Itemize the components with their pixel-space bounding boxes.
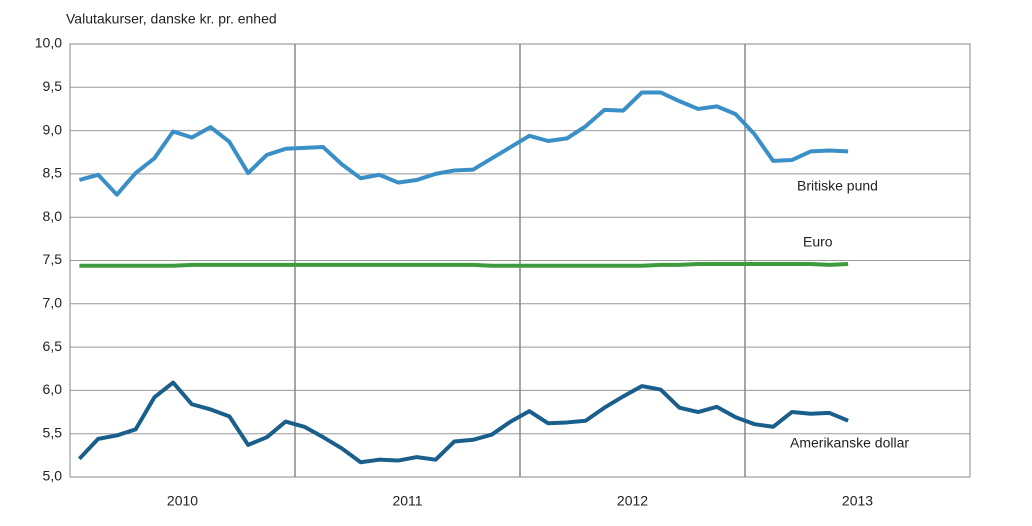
y-tick-label: 8,5 [43, 165, 63, 181]
y-tick-label: 9,5 [43, 78, 63, 94]
x-tick-label: 2010 [167, 493, 198, 509]
series-line [77, 380, 849, 465]
x-tick-label: 2011 [392, 493, 422, 509]
y-tick-label: 9,0 [43, 121, 63, 137]
series-line [78, 90, 849, 197]
y-tick-label: 10,0 [35, 35, 62, 51]
x-tick-label: 2013 [842, 493, 873, 509]
x-tick-label: 2012 [617, 493, 648, 509]
series-label: Britiske pund [797, 178, 878, 194]
series-label: Euro [803, 234, 833, 250]
y-tick-label: 6,0 [43, 381, 63, 397]
y-tick-label: 7,5 [43, 251, 63, 267]
plot-frame [69, 43, 971, 478]
y-tick-label: 6,5 [43, 338, 63, 354]
y-tick-label: 5,0 [43, 468, 63, 484]
y-tick-label: 5,5 [43, 424, 63, 440]
y-axis-label: Valutakurser, danske kr. pr. enhed [66, 11, 277, 27]
y-tick-label: 7,0 [43, 295, 63, 311]
y-tick-label: 8,0 [43, 208, 63, 224]
series-label: Amerikanske dollar [790, 435, 909, 451]
series-line [79, 261, 849, 268]
